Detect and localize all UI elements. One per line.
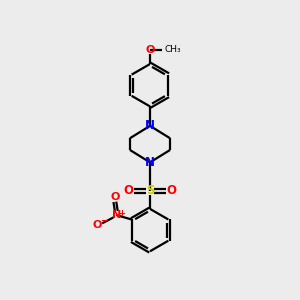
Text: O: O	[92, 220, 102, 230]
Text: O: O	[167, 184, 176, 197]
Text: O: O	[124, 184, 134, 197]
Text: S: S	[146, 184, 154, 197]
Text: N: N	[112, 210, 121, 220]
Text: −: −	[100, 216, 107, 225]
Text: O: O	[145, 45, 155, 55]
Text: N: N	[145, 156, 155, 169]
Text: N: N	[145, 119, 155, 132]
Text: CH₃: CH₃	[165, 45, 181, 54]
Text: +: +	[118, 208, 125, 217]
Text: O: O	[110, 192, 119, 203]
